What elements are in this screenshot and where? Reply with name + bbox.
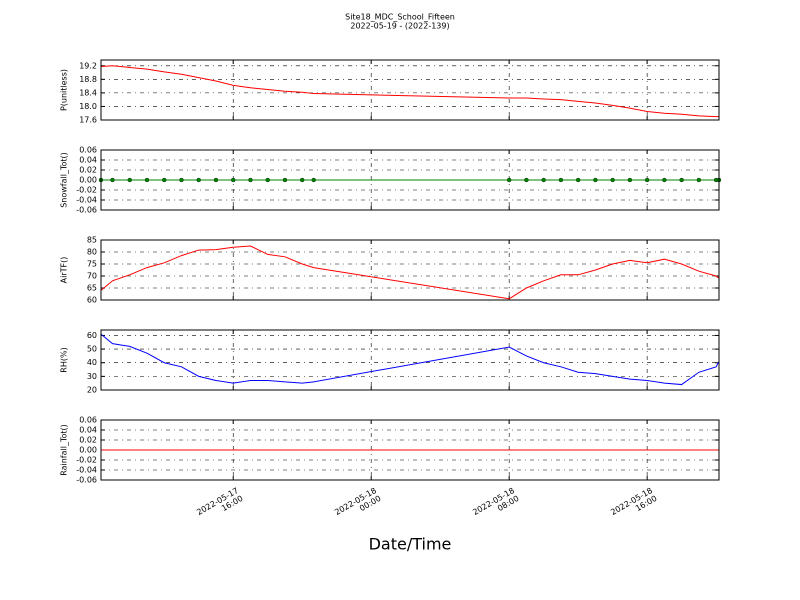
y-tick-label: 18.4 [79,88,97,97]
data-point [507,177,512,183]
y-tick-label: 0.00 [79,176,97,185]
y-axis-label: Rainfall_Tot() [60,424,69,476]
y-tick-label: 19.2 [79,61,97,70]
y-tick-label: 65 [87,284,97,293]
y-axis-label: P(unitless) [60,69,69,111]
data-point [248,177,253,183]
data-point [576,177,581,183]
y-axis-label: AirTF() [60,257,69,284]
data-point [593,177,598,183]
y-tick-label: 0.04 [79,426,97,435]
y-tick-label: 0.02 [79,436,97,445]
y-tick-label: 70 [87,272,97,281]
y-tick-label: 0.06 [79,416,97,425]
y-tick-label: 0.02 [79,166,97,175]
y-tick-label: 0.04 [79,156,97,165]
y-axis-label: RH(%) [60,347,69,372]
y-tick-label: 17.6 [79,116,97,125]
data-point [110,177,115,183]
data-point [282,177,288,183]
y-tick-label: -0.02 [76,186,97,195]
y-tick-label: 40 [87,358,97,367]
y-tick-label: 85 [87,236,97,245]
y-tick-label: 60 [87,331,97,340]
y-tick-label: 50 [87,345,97,354]
plot-frame [100,419,720,481]
data-point [300,177,305,183]
data-point [662,177,667,183]
data-point [679,177,684,183]
data-point [644,177,650,183]
data-line [100,333,720,386]
y-tick-label: -0.06 [76,206,97,215]
data-line [100,245,720,300]
data-point [265,177,270,183]
data-point [524,177,529,183]
plot-frame [100,329,720,391]
y-axis-label: Snowfall_Tot() [60,152,69,208]
y-tick-label: -0.04 [76,196,97,205]
y-tick-label: 20 [87,386,97,395]
data-point [162,177,167,183]
data-point [144,177,150,183]
x-axis-label: Date/Time [369,535,452,554]
y-tick-label: -0.06 [76,476,97,485]
y-tick-label: 80 [87,248,97,257]
y-tick-label: -0.04 [76,466,97,475]
data-point [127,177,132,183]
data-point [179,177,184,183]
y-tick-label: 75 [87,260,97,269]
data-point [558,177,564,183]
y-tick-label: 18.8 [79,75,97,84]
data-point [696,177,702,183]
data-point [610,177,615,183]
chart-title: Site18_MDC_School_Fifteen [345,13,455,22]
y-tick-label: 0.00 [79,446,97,455]
plot-frame [100,149,720,211]
data-point [213,177,219,183]
y-tick-label: 60 [87,296,97,305]
y-tick-label: 0.06 [79,146,97,155]
data-point [627,177,633,183]
data-point [311,177,316,183]
data-line [100,65,719,118]
y-tick-label: 30 [87,372,97,381]
y-tick-label: -0.02 [76,456,97,465]
data-point [541,177,546,183]
data-point [196,177,201,183]
plot-frame [100,59,720,121]
y-tick-label: 18.0 [79,102,97,111]
plot-frame [100,239,720,301]
chart-subtitle: 2022-05-19 - (2022-139) [350,22,449,31]
data-point [231,177,236,183]
